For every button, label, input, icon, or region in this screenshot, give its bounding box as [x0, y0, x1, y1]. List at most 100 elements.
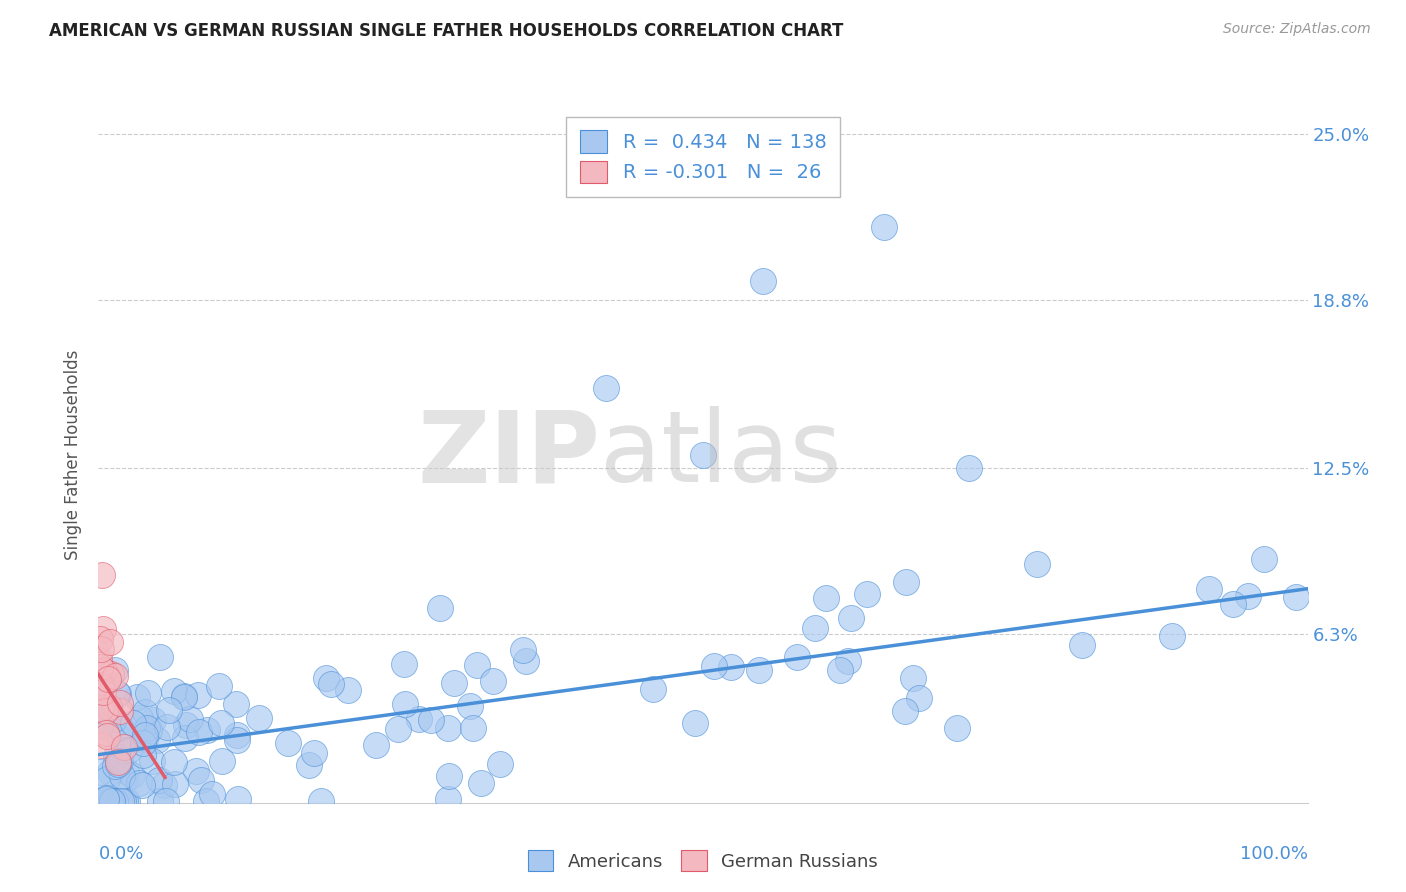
Point	[89, 719, 111, 733]
Point	[298, 757, 321, 772]
Point	[146, 733, 169, 747]
Point	[94, 792, 117, 806]
Point	[641, 682, 664, 697]
Point	[174, 731, 197, 746]
Point	[100, 666, 122, 681]
Point	[90, 641, 112, 656]
Point	[1070, 638, 1092, 652]
Point	[277, 736, 299, 750]
Point	[149, 795, 172, 809]
Point	[201, 787, 224, 801]
Point	[110, 795, 132, 809]
Point	[128, 776, 150, 790]
Point	[136, 721, 159, 735]
Point	[387, 722, 409, 736]
Point	[188, 724, 211, 739]
Point	[957, 461, 980, 475]
Point	[685, 715, 707, 730]
Point	[247, 711, 270, 725]
Point	[136, 686, 159, 700]
Point	[702, 658, 724, 673]
Point	[908, 691, 931, 706]
Point	[786, 649, 808, 664]
Point	[104, 669, 127, 683]
Point	[945, 722, 967, 736]
Point	[94, 726, 117, 740]
Point	[121, 715, 143, 730]
Point	[108, 696, 131, 710]
Point	[461, 721, 484, 735]
Point	[437, 721, 460, 735]
Point	[302, 746, 325, 760]
Point	[873, 220, 896, 235]
Point	[118, 742, 141, 756]
Point	[225, 697, 247, 711]
Point	[209, 716, 232, 731]
Point	[104, 795, 127, 809]
Point	[97, 699, 120, 714]
Point	[96, 729, 118, 743]
Point	[149, 649, 172, 664]
Point	[394, 697, 416, 711]
Point	[515, 654, 537, 668]
Point	[315, 671, 337, 685]
Point	[101, 795, 124, 809]
Point	[366, 738, 388, 752]
Point	[111, 769, 134, 783]
Point	[465, 657, 488, 672]
Point	[156, 720, 179, 734]
Point	[1237, 589, 1260, 603]
Point	[107, 687, 129, 701]
Point	[173, 690, 195, 704]
Point	[91, 568, 114, 582]
Point	[830, 663, 852, 677]
Text: Source: ZipAtlas.com: Source: ZipAtlas.com	[1223, 22, 1371, 37]
Point	[90, 701, 112, 715]
Point	[104, 663, 127, 677]
Point	[111, 795, 134, 809]
Point	[134, 705, 156, 719]
Point	[93, 664, 115, 678]
Point	[173, 689, 195, 703]
Point	[89, 764, 111, 779]
Point	[96, 772, 118, 786]
Text: AMERICAN VS GERMAN RUSSIAN SINGLE FATHER HOUSEHOLDS CORRELATION CHART: AMERICAN VS GERMAN RUSSIAN SINGLE FATHER…	[49, 22, 844, 40]
Point	[112, 775, 135, 789]
Point	[90, 680, 112, 694]
Point	[97, 672, 120, 686]
Point	[107, 755, 129, 769]
Point	[470, 776, 492, 790]
Point	[429, 601, 451, 615]
Point	[121, 768, 143, 782]
Point	[104, 748, 127, 763]
Point	[184, 764, 207, 778]
Point	[107, 757, 129, 772]
Point	[103, 712, 125, 726]
Point	[162, 755, 184, 769]
Point	[115, 764, 138, 779]
Legend: Americans, German Russians: Americans, German Russians	[522, 843, 884, 879]
Point	[157, 703, 180, 717]
Point	[186, 688, 208, 702]
Point	[748, 663, 770, 677]
Point	[901, 672, 924, 686]
Point	[225, 728, 247, 742]
Point	[134, 732, 156, 747]
Point	[195, 795, 218, 809]
Point	[1160, 629, 1182, 643]
Y-axis label: Single Father Households: Single Father Households	[65, 350, 83, 560]
Point	[752, 274, 775, 288]
Point	[94, 791, 117, 805]
Point	[190, 772, 212, 787]
Point	[163, 776, 186, 790]
Point	[98, 795, 121, 809]
Point	[841, 611, 863, 625]
Point	[110, 721, 132, 735]
Point	[419, 713, 441, 727]
Point	[894, 575, 917, 590]
Point	[94, 705, 117, 719]
Point	[87, 653, 110, 667]
Point	[1222, 597, 1244, 611]
Point	[179, 712, 201, 726]
Point	[856, 587, 879, 601]
